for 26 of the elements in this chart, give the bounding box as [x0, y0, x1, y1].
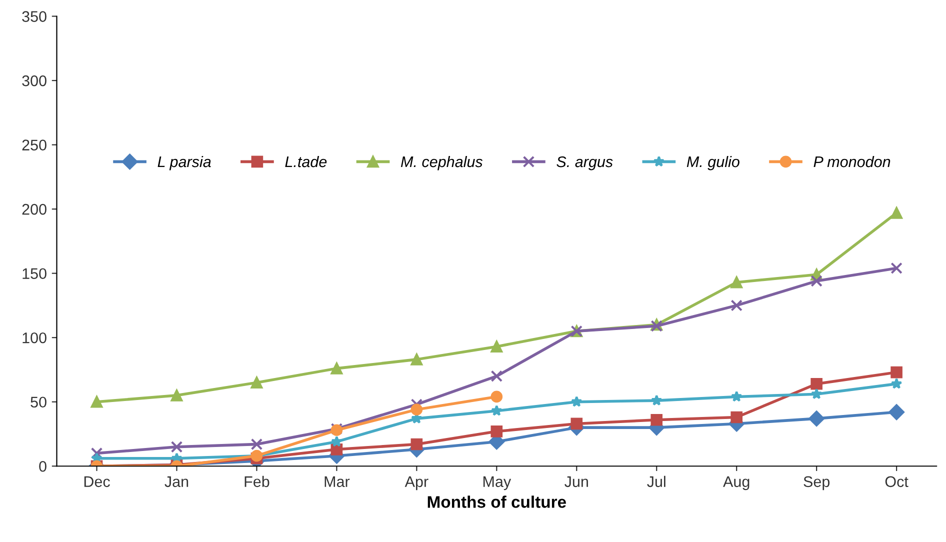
- x-tick-label: Sep: [804, 476, 830, 490]
- y-tick-label: 100: [22, 332, 46, 344]
- y-tick-label: 50: [30, 396, 46, 408]
- x-tick-label: Apr: [404, 476, 428, 490]
- y-tick-label: 150: [22, 268, 46, 280]
- y-tick-label: 200: [22, 204, 46, 215]
- y-tick-label: 0: [39, 460, 46, 472]
- legend-label: L.tade: [285, 156, 327, 168]
- legend-label: M. cephalus: [400, 156, 483, 170]
- y-tick-label: 250: [22, 140, 46, 150]
- x-tick-label: May: [483, 476, 512, 490]
- y-tick-label: 350: [22, 11, 46, 22]
- x-tick-label: Jun: [564, 476, 588, 488]
- legend-label: P monodon: [814, 156, 890, 168]
- x-tick-label: Oct: [885, 476, 908, 488]
- x-axis-title: Months of culture: [428, 496, 566, 508]
- x-tick-label: Mar: [324, 476, 350, 488]
- legend-label: M. gulio: [686, 156, 740, 170]
- x-tick-label: Jul: [647, 476, 666, 488]
- x-tick-label: Aug: [723, 476, 750, 490]
- legend-label: S. argus: [556, 156, 613, 170]
- x-tick-label: Feb: [244, 476, 270, 488]
- x-tick-label: Jan: [164, 476, 188, 488]
- legend-label: L parsia: [158, 156, 211, 170]
- y-tick-label: 300: [22, 75, 46, 86]
- x-tick-label: Dec: [84, 476, 110, 488]
